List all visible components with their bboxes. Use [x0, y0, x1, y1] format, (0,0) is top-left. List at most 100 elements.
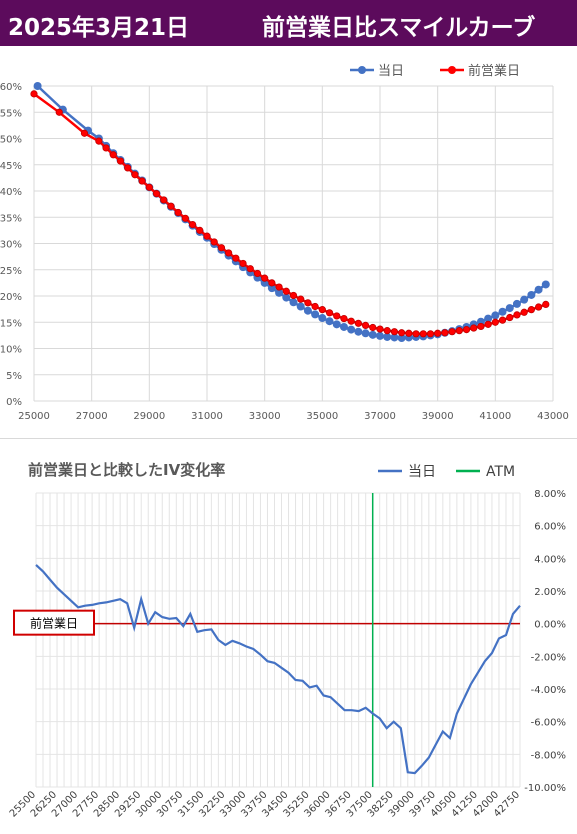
x-tick-label: 41000: [479, 411, 511, 422]
point-prev: [340, 314, 348, 323]
point-prev: [477, 322, 485, 331]
point-today: [383, 332, 392, 341]
point-prev: [455, 327, 463, 335]
point-prev: [434, 329, 442, 337]
x-tick-label: 35000: [306, 411, 338, 422]
point-today: [484, 314, 493, 323]
y-tick-label: 0.00%: [534, 620, 566, 631]
point-prev: [188, 221, 197, 229]
point-today: [491, 311, 500, 320]
point-prev: [80, 129, 89, 137]
point-prev: [361, 321, 370, 329]
zero-label-text: 前営業日: [30, 616, 78, 631]
point-prev: [167, 202, 175, 210]
point-prev: [354, 319, 362, 327]
point-today: [354, 327, 363, 336]
point-today: [361, 329, 370, 338]
x-tick-label: 27000: [76, 411, 108, 422]
point-today: [289, 298, 298, 307]
y-tick-label: -2.00%: [531, 652, 566, 663]
point-prev: [160, 196, 168, 204]
point-prev: [55, 108, 63, 116]
point-prev: [145, 183, 153, 191]
y-tick-label: -8.00%: [531, 750, 566, 761]
point-prev: [484, 320, 492, 328]
x-tick-label: 25000: [18, 411, 50, 422]
point-prev: [462, 325, 471, 334]
point-prev: [275, 283, 283, 291]
point-prev: [109, 151, 117, 159]
point-today: [347, 325, 356, 334]
point-prev: [131, 171, 139, 179]
point-today: [534, 285, 543, 294]
x-tick-label: 31000: [191, 411, 223, 422]
point-today: [318, 314, 327, 323]
point-today: [512, 299, 521, 308]
point-prev: [398, 329, 406, 337]
point-prev: [412, 330, 420, 338]
point-prev: [116, 157, 125, 165]
point-prev: [441, 329, 449, 337]
point-prev: [318, 306, 326, 314]
point-prev: [534, 303, 543, 311]
y-tick-label: 20%: [0, 292, 22, 303]
point-prev: [498, 316, 507, 324]
legend-label-today: 当日: [378, 64, 404, 79]
point-today: [33, 82, 42, 90]
point-today: [296, 302, 305, 311]
point-today: [390, 333, 399, 342]
legend-label-today: 当日: [408, 464, 436, 480]
y-tick-label: 60%: [0, 82, 22, 93]
point-prev: [203, 232, 211, 240]
smile-curve-chart: 0% 5% 10% 15% 20% 25% 30% 35% 40% 45% 50% 55% 60% 250…: [0, 63, 569, 422]
point-today: [541, 280, 550, 289]
point-prev: [268, 279, 276, 287]
point-prev: [174, 208, 182, 217]
point-prev: [369, 323, 377, 332]
point-prev: [124, 164, 132, 172]
point-prev: [325, 309, 334, 317]
y-tick-label: -10.00%: [524, 783, 566, 794]
point-today: [376, 331, 384, 340]
point-prev: [210, 238, 218, 246]
point-prev: [217, 244, 226, 252]
y-tick-label: 30%: [0, 240, 22, 251]
y-tick-label: 8.00%: [534, 489, 566, 500]
point-prev: [491, 318, 499, 326]
y-tick-label: -4.00%: [531, 685, 566, 696]
point-today: [325, 317, 334, 326]
zero-label-box: [13, 609, 95, 636]
x-tick-label: 33000: [249, 411, 281, 422]
point-today: [282, 293, 291, 302]
y-tick-label: 40%: [0, 187, 22, 198]
point-prev: [333, 312, 341, 320]
point-today: [527, 290, 536, 299]
y-tick-label: 50%: [0, 135, 22, 146]
point-prev: [297, 295, 305, 303]
legend-marker-today: [358, 66, 366, 74]
point-today: [505, 304, 514, 313]
y-tick-label: 2.00%: [534, 587, 566, 598]
y-tick-label: 4.00%: [534, 554, 566, 565]
point-prev: [261, 274, 269, 282]
point-prev: [311, 302, 319, 311]
iv-change-chart: 8.00% 6.00% 4.00% 2.00% 0.00% -2.00% -4.00% -6.…: [8, 461, 566, 820]
iv-change-panel: 8.00% 6.00% 4.00% 2.00% 0.00% -2.00% -4.00% -6.…: [0, 439, 577, 830]
point-prev: [30, 90, 38, 98]
legend-label-atm: ATM: [486, 464, 515, 480]
series-line-today: [35, 564, 521, 775]
point-prev: [282, 287, 290, 295]
point-today: [520, 295, 529, 304]
point-today: [275, 288, 284, 297]
point-prev: [232, 254, 240, 262]
point-today: [303, 306, 312, 315]
y-tick-label: 5%: [6, 371, 22, 382]
point-prev: [239, 259, 247, 268]
point-prev: [448, 328, 456, 336]
point-prev: [304, 299, 312, 307]
legend-marker-prev: [448, 66, 456, 74]
point-today: [332, 320, 341, 329]
point-prev: [542, 300, 550, 308]
smile-curve-panel: 0% 5% 10% 15% 20% 25% 30% 35% 40% 45% 50% 55% 60% 250…: [0, 46, 577, 438]
point-today: [339, 322, 348, 331]
